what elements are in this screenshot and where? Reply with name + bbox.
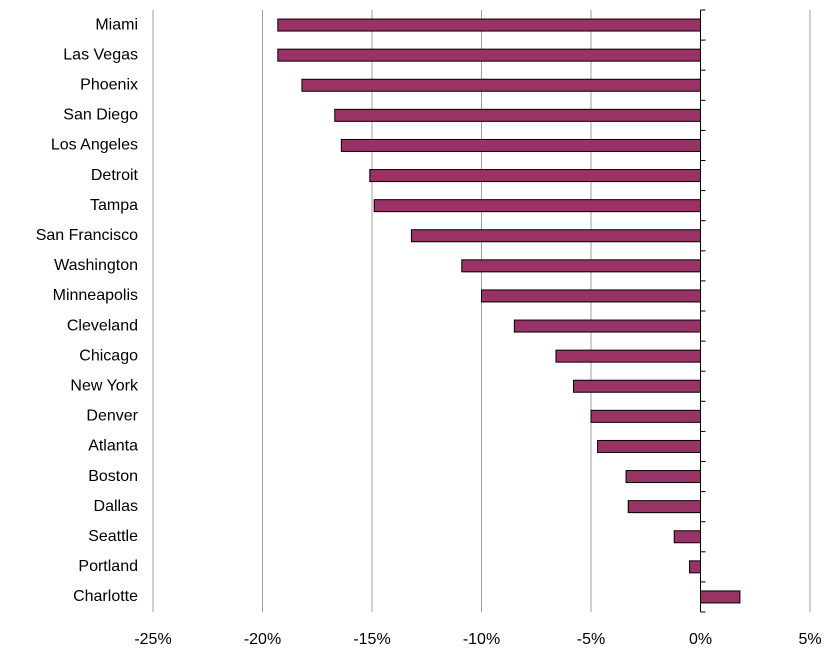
bar [410, 229, 701, 243]
y-tick-label: Boston [88, 468, 138, 485]
y-tick-label: Tampa [90, 197, 138, 214]
x-tick-label: -5% [577, 631, 605, 648]
bar [461, 259, 702, 273]
bar [277, 18, 701, 32]
bar [627, 500, 701, 514]
y-tick-label: Minneapolis [53, 287, 138, 304]
bar [597, 439, 702, 453]
y-tick-label: Los Angeles [51, 137, 138, 154]
y-tick-label: Charlotte [73, 588, 138, 605]
y-tick-label: Denver [86, 408, 138, 425]
bar [572, 379, 701, 393]
bar [673, 530, 701, 544]
bar [555, 349, 702, 363]
y-tick-label: Chicago [79, 347, 138, 364]
y-tick-label: Detroit [91, 167, 139, 184]
bar [689, 560, 701, 574]
x-tick-label: -20% [244, 631, 281, 648]
y-tick-label: Portland [78, 558, 138, 575]
y-tick-label: Washington [54, 257, 138, 274]
y-tick-label: San Diego [63, 107, 138, 124]
y-tick-label: Atlanta [88, 438, 138, 455]
bar [277, 48, 701, 62]
y-tick-label: Cleveland [67, 317, 138, 334]
bar [625, 470, 701, 484]
y-tick-label: San Francisco [36, 227, 138, 244]
bar [369, 169, 701, 183]
bar [340, 138, 701, 152]
x-tick-label: 5% [798, 631, 821, 648]
bar [373, 199, 701, 213]
bar [590, 409, 701, 423]
x-tick-label: -25% [134, 631, 171, 648]
x-tick-label: -10% [463, 631, 500, 648]
bar [334, 108, 701, 122]
bar [301, 78, 701, 92]
y-tick-label: Miami [95, 16, 138, 33]
y-tick-label: Dallas [94, 498, 138, 515]
x-tick-label: -15% [353, 631, 390, 648]
y-tick-label: New York [70, 377, 139, 394]
y-tick-label: Las Vegas [63, 46, 138, 63]
y-tick-label: Seattle [88, 528, 138, 545]
bar [513, 319, 701, 333]
y-tick-label: Phoenix [80, 76, 138, 93]
bar [700, 590, 741, 604]
x-tick-label: 0% [689, 631, 712, 648]
bar [481, 289, 701, 303]
